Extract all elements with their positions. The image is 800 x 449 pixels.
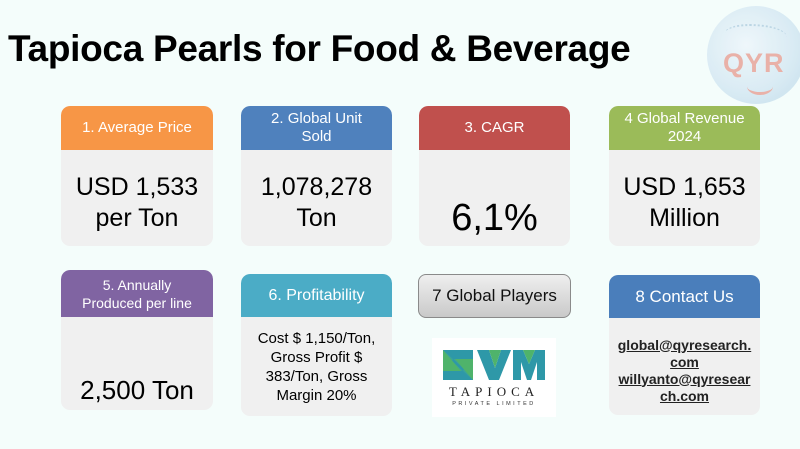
card-unit: Million <box>649 204 720 232</box>
card-header-text: 4 Global Revenue 2024 <box>624 110 745 145</box>
card-body: global@qyresearch.com willyanto@qyresear… <box>609 318 760 415</box>
card-value: USD 1,533 <box>75 173 199 201</box>
card-contact-us: 8 Contact Us global@qyresearch.com willy… <box>609 275 760 415</box>
card-global-unit-sold: 2. Global Unit Sold 1,078,278 Ton <box>241 106 392 246</box>
card-body: 2,500 Ton <box>61 317 213 410</box>
svm-company-name: TAPIOCA <box>448 384 540 399</box>
profitability-text: Cost $ 1,150/Ton, Gross Profit $ 383/Ton… <box>257 329 376 404</box>
qyr-globe-logo-icon: QYR <box>707 6 800 104</box>
email-link-global[interactable]: global@qyresearch.com <box>617 336 752 370</box>
card-global-revenue: 4 Global Revenue 2024 USD 1,653 Million <box>609 106 760 246</box>
card-body: USD 1,533 per Ton <box>61 150 213 246</box>
card-body: USD 1,653 Million <box>609 150 760 246</box>
global-players-button[interactable]: 7 Global Players <box>418 274 571 318</box>
logo-text: QYR <box>723 48 785 78</box>
card-cagr: 3. CAGR 6,1% <box>419 106 570 246</box>
svm-mark-icon <box>443 350 545 380</box>
svm-company-subtitle: PRIVATE LIMITED <box>452 401 536 407</box>
card-body: 6,1% <box>419 150 570 246</box>
card-header-text: 2. Global Unit Sold <box>271 110 362 145</box>
card-header: 1. Average Price <box>61 106 213 150</box>
card-header-text: 5. Annually Produced per line <box>82 276 192 311</box>
card-header: 5. Annually Produced per line <box>61 270 213 317</box>
card-value: 1,078,278 <box>260 173 373 201</box>
card-unit: per Ton <box>95 204 179 232</box>
svm-tapioca-logo: TAPIOCA PRIVATE LIMITED <box>432 338 556 417</box>
card-unit: Ton <box>296 204 337 232</box>
card-average-price: 1. Average Price USD 1,533 per Ton <box>61 106 213 246</box>
card-header: 3. CAGR <box>419 106 570 150</box>
card-header: 4 Global Revenue 2024 <box>609 106 760 150</box>
card-body: 1,078,278 Ton <box>241 150 392 246</box>
email-link-willyanto[interactable]: willyanto@qyresearch.com <box>618 370 751 404</box>
card-value: 6,1% <box>451 197 538 239</box>
card-profitability: 6. Profitability Cost $ 1,150/Ton, Gross… <box>241 274 392 416</box>
logo-swoosh-icon <box>747 78 773 95</box>
card-header: 2. Global Unit Sold <box>241 106 392 150</box>
page-title: Tapioca Pearls for Food & Beverage <box>8 28 631 69</box>
card-value: USD 1,653 <box>623 173 746 201</box>
card-annually-produced: 5. Annually Produced per line 2,500 Ton <box>61 270 213 410</box>
card-value: 2,500 Ton <box>80 375 194 405</box>
card-body: Cost $ 1,150/Ton, Gross Profit $ 383/Ton… <box>241 317 392 416</box>
card-header: 6. Profitability <box>241 274 392 317</box>
card-header: 8 Contact Us <box>609 275 760 318</box>
globe-land-icon <box>725 24 787 46</box>
